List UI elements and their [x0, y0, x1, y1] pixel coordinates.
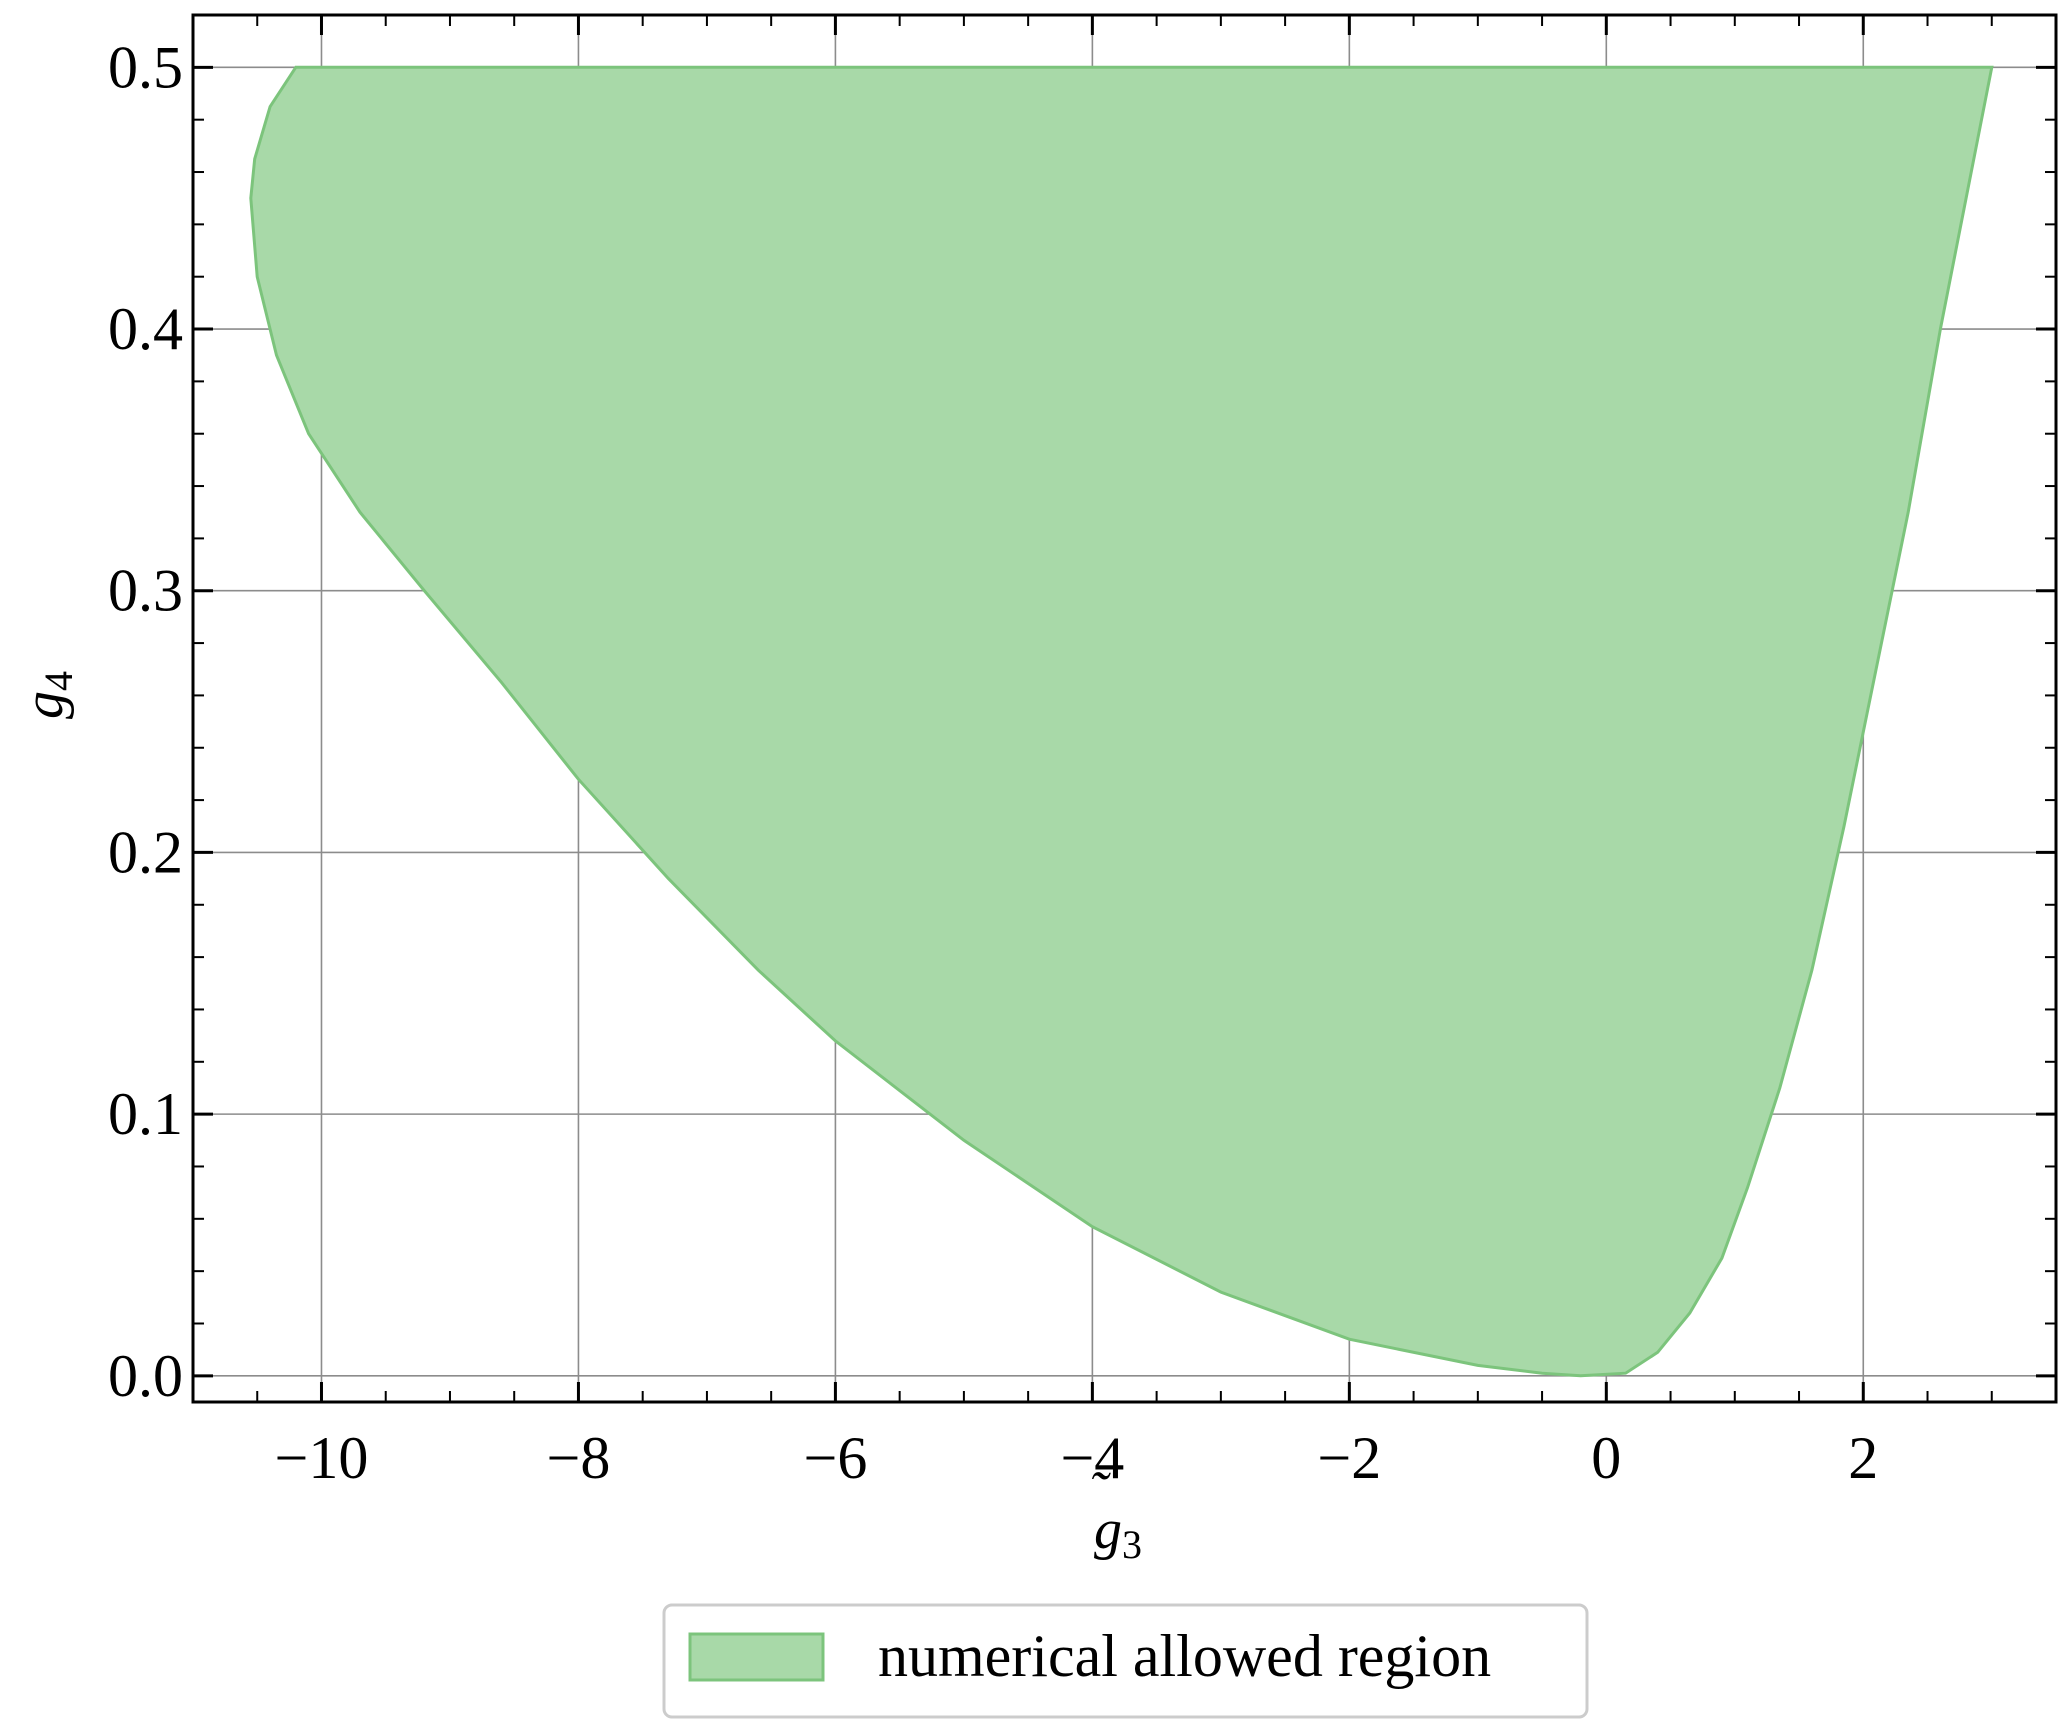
- y-tick-labels: 0.0 0.1 0.2 0.3 0.4 0.5: [108, 34, 183, 1408]
- x-axis-label: g3 ˜: [1089, 1461, 1142, 1567]
- x-tick-label: −2: [1317, 1425, 1381, 1491]
- y-tick-label: 0.3: [108, 558, 183, 624]
- legend-swatch: [688, 1632, 825, 1682]
- y-tick-label: 0.1: [108, 1081, 183, 1147]
- legend: numerical allowed region: [662, 1603, 1589, 1719]
- plot-frame: [191, 13, 2058, 1404]
- y-axis-label-accent: ˜: [0, 699, 37, 722]
- legend-frame: [662, 1603, 1589, 1719]
- x-tick-label: −6: [803, 1425, 867, 1491]
- x-axis-label-subscript: 3: [1122, 1522, 1142, 1567]
- x-tick-label: −4: [1060, 1425, 1124, 1491]
- x-tick-label: −10: [275, 1425, 369, 1491]
- svg-text:g4: g4: [13, 671, 81, 719]
- y-tick-label: 0.4: [108, 296, 183, 362]
- y-tick-label: 0.0: [108, 1343, 183, 1409]
- x-tick-label: 0: [1591, 1425, 1621, 1491]
- svg-text:g3: g3: [1094, 1499, 1142, 1567]
- x-axis-label-accent: ˜: [1089, 1461, 1112, 1523]
- x-tick-label: −8: [547, 1425, 611, 1491]
- x-tick-label: 2: [1848, 1425, 1878, 1491]
- y-axis-label-subscript: 4: [36, 671, 81, 691]
- y-axis-label: g4 ˜: [0, 671, 81, 722]
- x-tick-labels: −10 −8 −6 −4 −2 0 2: [275, 1425, 1879, 1491]
- y-tick-label: 0.2: [108, 819, 183, 885]
- axis-ticks: [192, 14, 2057, 1402]
- y-axis-label-base: g: [13, 691, 75, 719]
- x-axis-label-base: g: [1094, 1499, 1122, 1561]
- y-tick-label: 0.5: [108, 34, 183, 100]
- legend-label: numerical allowed region: [878, 1623, 1491, 1689]
- allowed-region-area: [249, 65, 1994, 1378]
